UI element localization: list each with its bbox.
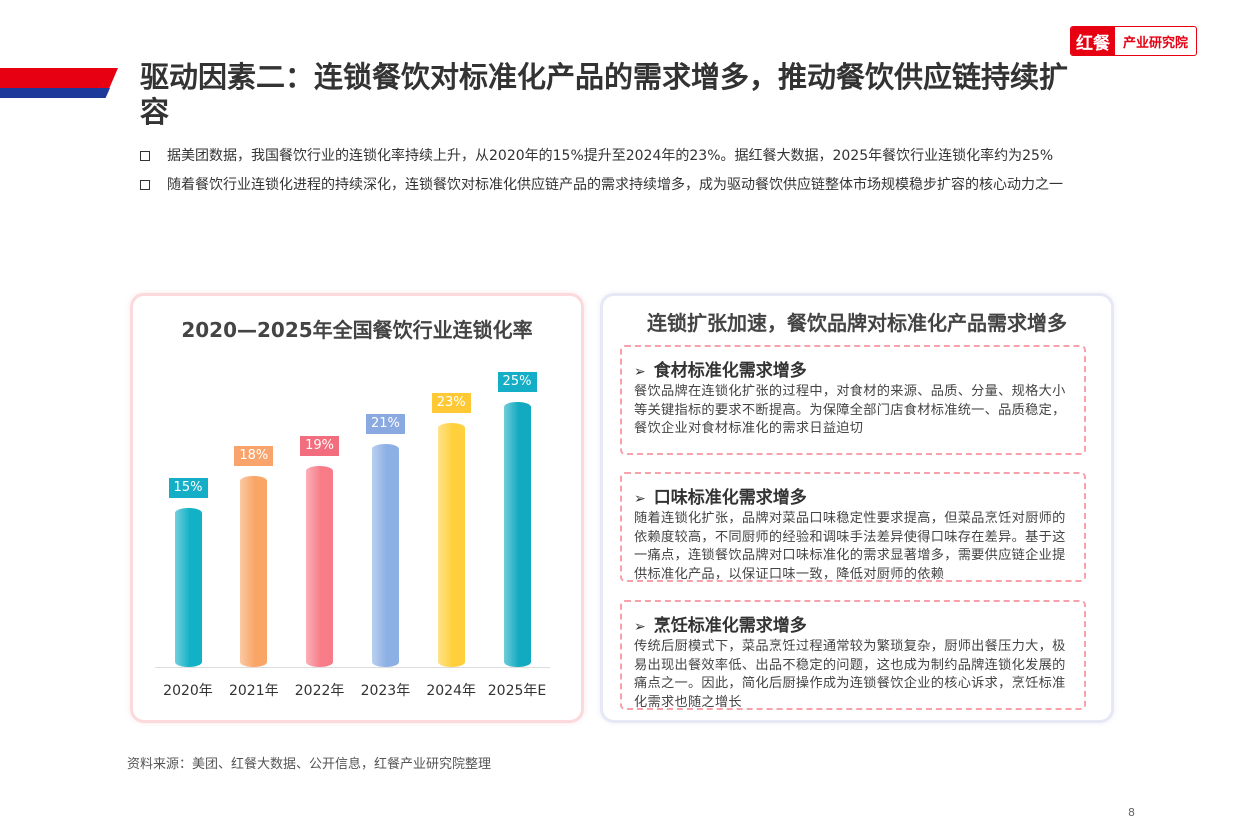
info-panel — [600, 293, 1114, 723]
arrow-icon: ➢ — [634, 364, 646, 380]
square-bullet-icon — [140, 151, 150, 161]
bullet-item: 据美团数据，我国餐饮行业的连锁化率持续上升，从2020年的15%提升至2024年… — [140, 148, 1100, 165]
data-label: 18% — [234, 446, 274, 467]
bullet-text: 据美团数据，我国餐饮行业的连锁化率持续上升，从2020年的15%提升至2024年… — [167, 148, 1054, 164]
info-panel-title: 连锁扩张加速，餐饮品牌对标准化产品需求增多 — [647, 311, 1067, 335]
title-accent-blue — [0, 88, 110, 98]
section-text: 餐饮品牌在连锁化扩张的过程中，对食材的来源、品质、分量、规格大小等关键指标的要求… — [634, 384, 1066, 436]
section-text: 随着连锁化扩张，品牌对菜品口味稳定性要求提高，但菜品烹饪对厨师的依赖度较高，不同… — [634, 511, 1066, 582]
logo-mark: 红餐 — [1071, 27, 1115, 55]
x-tick-label: 2021年 — [228, 683, 279, 699]
chart-bar — [174, 508, 202, 667]
x-tick-label: 2020年 — [163, 683, 213, 699]
chart-bar — [371, 444, 399, 667]
data-label: 25% — [497, 372, 537, 392]
section-text: 传统后厨模式下，菜品烹饪过程通常较为繁琐复杂，厨师出餐压力大，极易出现出餐效率低… — [634, 639, 1066, 710]
section-heading: 口味标准化需求增多 — [653, 488, 807, 508]
bullet-item: 随着餐饮行业连锁化进程的持续深化，连锁餐饮对标准化供应链产品的需求持续增多，成为… — [140, 177, 1100, 194]
chart-bar — [503, 402, 531, 667]
chart-bar — [437, 423, 465, 667]
data-label: 23% — [431, 393, 471, 414]
chart-bar — [306, 465, 334, 667]
section-ingredients: ➢ 食材标准化需求增多 餐饮品牌在连锁化扩张的过程中，对食材的来源、品质、分量、规… — [620, 345, 1086, 455]
chart-panel — [130, 293, 584, 723]
x-tick-label: 2025年E — [487, 683, 547, 699]
bullet-text: 随着餐饮行业连锁化进程的持续深化，连锁餐饮对标准化供应链产品的需求持续增多，成为… — [167, 177, 1063, 193]
chart-title: 2020—2025年全国餐饮行业连锁化率 — [181, 318, 533, 342]
section-heading: 烹饪标准化需求增多 — [653, 616, 807, 636]
brand-logo: 红餐 产业研究院 — [1070, 26, 1197, 56]
logo-text: 产业研究院 — [1122, 35, 1188, 51]
chart-bar — [240, 476, 268, 667]
x-tick-label: 2023年 — [360, 683, 411, 699]
arrow-icon: ➢ — [634, 491, 646, 507]
section-cooking: ➢ 烹饪标准化需求增多 传统后厨模式下，菜品烹饪过程通常较为繁琐复杂，厨师出餐压力… — [620, 600, 1086, 710]
title-accent-red — [0, 68, 118, 90]
x-tick-label: 2022年 — [294, 683, 345, 699]
x-tick-label: 2024年 — [426, 683, 476, 699]
data-label: 19% — [300, 435, 340, 456]
section-heading: 食材标准化需求增多 — [653, 361, 807, 381]
source-note: 资料来源：美团、红餐大数据、公开信息，红餐产业研究院整理 — [127, 757, 492, 772]
square-bullet-icon — [140, 180, 150, 190]
section-taste: ➢ 口味标准化需求增多 随着连锁化扩张，品牌对菜品口味稳定性要求提高，但菜品烹饪对… — [620, 472, 1086, 582]
data-label: 21% — [365, 414, 405, 435]
arrow-icon: ➢ — [634, 619, 646, 635]
page-number: 8 — [1128, 806, 1135, 819]
data-label: 15% — [168, 478, 208, 498]
chart-baseline — [155, 667, 550, 668]
page-title: 驱动因素二：连锁餐饮对标准化产品的需求增多，推动餐饮供应链持续扩容 — [140, 60, 1069, 129]
bullet-list: 据美团数据，我国餐饮行业的连锁化率持续上升，从2020年的15%提升至2024年… — [140, 148, 1100, 206]
